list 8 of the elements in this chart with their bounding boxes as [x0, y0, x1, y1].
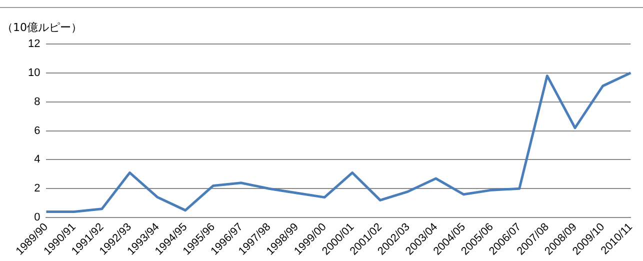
y-tick-label: 4	[34, 154, 40, 166]
y-axis-title: （10億ルピー）	[2, 20, 82, 35]
y-tick-label: 6	[34, 124, 40, 137]
y-tick-label: 10	[28, 66, 40, 79]
y-tick-label: 8	[34, 96, 40, 108]
y-tick-label: 2	[34, 182, 40, 195]
y-tick-label: 0	[34, 212, 40, 224]
y-tick-label: 12	[28, 38, 40, 50]
